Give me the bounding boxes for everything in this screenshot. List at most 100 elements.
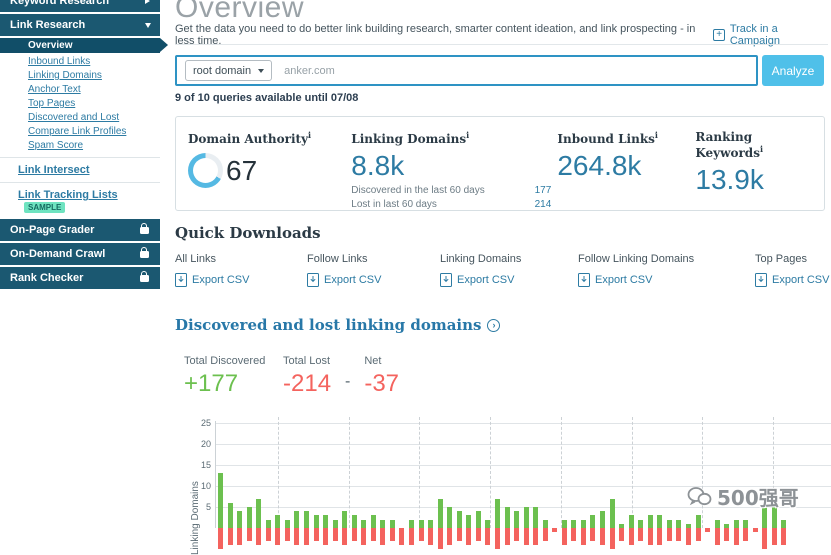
- plus-icon: +: [713, 29, 725, 41]
- chart-vertical-gridline: [773, 417, 774, 528]
- sidebar-item-inbound-links[interactable]: Inbound Links: [28, 56, 91, 67]
- info-icon[interactable]: i: [759, 144, 763, 154]
- link-tracking-lists-label: Link Tracking Lists: [18, 189, 118, 201]
- search-input[interactable]: anker.com: [284, 64, 335, 77]
- discovered-bar: [733, 519, 739, 528]
- lost-bar: [399, 528, 405, 545]
- lost-bar: [294, 528, 300, 545]
- discovered-bar: [313, 515, 319, 528]
- discovered-bar: [600, 511, 605, 528]
- stat-net: Net -37: [364, 355, 400, 397]
- search-bar[interactable]: root domain anker.com: [175, 55, 758, 86]
- download-col-linking-domains: Linking Domains Export CSV: [440, 253, 578, 287]
- info-icon[interactable]: i: [308, 130, 312, 140]
- lost-bar: [504, 528, 510, 545]
- lost-bar: [685, 528, 691, 545]
- export-csv-link[interactable]: Export CSV: [440, 273, 578, 287]
- chart-gridline: [215, 444, 831, 445]
- discovered-bar: [227, 502, 233, 528]
- lost-bar: [284, 528, 290, 541]
- csv-download-icon: [175, 273, 187, 287]
- lost-bar: [542, 528, 548, 541]
- discovered-bar: [284, 519, 290, 528]
- info-icon[interactable]: i: [466, 130, 470, 140]
- lost-bar: [771, 528, 777, 545]
- quick-downloads-row: All Links Export CSV Follow Links Export…: [175, 253, 829, 287]
- chart-vertical-gridline: [278, 417, 279, 528]
- discovered-bar: [447, 507, 453, 528]
- lost-bar: [743, 528, 749, 541]
- sidebar-item-link-intersect[interactable]: Link Intersect: [0, 158, 160, 182]
- discovered-bar: [590, 515, 596, 528]
- chart-vertical-gridline: [632, 417, 633, 528]
- discovered-lost-chart: Linking Domains 5 10 15 20 25: [160, 405, 831, 555]
- export-csv-link[interactable]: Export CSV: [175, 273, 307, 287]
- discovered-60d-row: Discovered in the last 60 days 177: [351, 184, 552, 196]
- analyze-button[interactable]: Analyze: [762, 55, 824, 86]
- sidebar-divider: [0, 157, 160, 158]
- sidebar-item-discovered-and-lost[interactable]: Discovered and Lost: [28, 112, 120, 123]
- sidebar-item-top-pages[interactable]: Top Pages: [28, 98, 76, 109]
- chart-vertical-gridline: [702, 417, 703, 528]
- sidebar-item-keyword-research[interactable]: Keyword Research: [0, 0, 160, 12]
- sidebar-item-rank-checker[interactable]: Rank Checker: [0, 267, 160, 289]
- chart-y-tick-label: 25: [200, 418, 211, 428]
- discovered-bar: [571, 519, 577, 528]
- chart-y-axis: [215, 421, 216, 528]
- discovered-bar: [781, 519, 787, 528]
- metric-label: Linking Domainsi: [351, 130, 470, 146]
- lost-bar: [571, 528, 577, 541]
- lost-bar: [237, 528, 243, 545]
- chart-plot: 5 10 15 20 25: [201, 405, 831, 549]
- sidebar-item-link-research[interactable]: Link Research: [0, 14, 160, 36]
- lost-bar: [332, 528, 338, 541]
- learn-more-icon[interactable]: ›: [487, 318, 501, 332]
- lost-bar: [227, 528, 233, 545]
- lost-bar: [733, 528, 739, 545]
- lost-bar: [628, 528, 634, 545]
- discovered-bar: [647, 515, 653, 528]
- discovered-bar: [351, 515, 357, 528]
- metric-domain-authority: Domain Authorityi 67: [188, 130, 351, 197]
- sidebar-item-overview[interactable]: Overview: [0, 38, 168, 53]
- lost-bar: [714, 528, 720, 545]
- sidebar-item-compare-link-profiles[interactable]: Compare Link Profiles: [28, 126, 127, 137]
- sidebar-item-link-tracking-lists[interactable]: Link Tracking ListsSAMPLE: [0, 183, 160, 219]
- export-csv-link[interactable]: Export CSV: [755, 273, 829, 287]
- lost-bar: [781, 528, 787, 545]
- info-icon[interactable]: i: [654, 130, 658, 140]
- lost-60d-value[interactable]: 214: [534, 198, 552, 210]
- discovered-bar: [724, 523, 730, 528]
- chart-vertical-gridline: [561, 417, 562, 528]
- discovered-bar: [361, 519, 367, 528]
- discovered-bar: [380, 519, 386, 528]
- export-csv-link[interactable]: Export CSV: [578, 273, 755, 287]
- discovered-bar: [370, 515, 376, 528]
- sidebar-section-label: Link Research: [10, 19, 86, 31]
- sidebar-item-spam-score[interactable]: Spam Score: [28, 140, 84, 151]
- link-intersect-label: Link Intersect: [18, 164, 90, 176]
- sidebar-item-on-demand-crawl[interactable]: On-Demand Crawl: [0, 243, 160, 265]
- wechat-icon: [687, 486, 712, 505]
- sidebar-item-on-page-grader[interactable]: On-Page Grader: [0, 219, 160, 241]
- sidebar-item-anchor-text[interactable]: Anchor Text: [28, 84, 81, 95]
- lost-bar: [762, 528, 768, 549]
- discovered-bar: [485, 519, 491, 528]
- discovered-60d-value[interactable]: 177: [534, 184, 552, 196]
- discovered-bar: [466, 515, 472, 528]
- lost-bar: [475, 528, 481, 541]
- total-discovered-value: +177: [184, 370, 239, 397]
- lost-bar: [389, 528, 395, 541]
- export-csv-link[interactable]: Export CSV: [307, 273, 440, 287]
- lost-bar: [705, 528, 711, 533]
- page-title: Overview: [175, 0, 305, 24]
- metrics-card: Domain Authorityi 67 Linking Domainsi 8.…: [175, 116, 825, 211]
- scope-dropdown[interactable]: root domain: [185, 60, 273, 81]
- watermark-text: 500强哥: [717, 486, 799, 510]
- sidebar-item-linking-domains[interactable]: Linking Domains: [28, 70, 102, 81]
- watermark: 500强哥: [686, 482, 799, 511]
- sidebar-section-label: On-Page Grader: [10, 224, 95, 236]
- discovered-bar: [437, 498, 443, 528]
- lost-bar: [447, 528, 453, 545]
- link-research-subnav: Inbound Links Linking Domains Anchor Tex…: [0, 53, 160, 157]
